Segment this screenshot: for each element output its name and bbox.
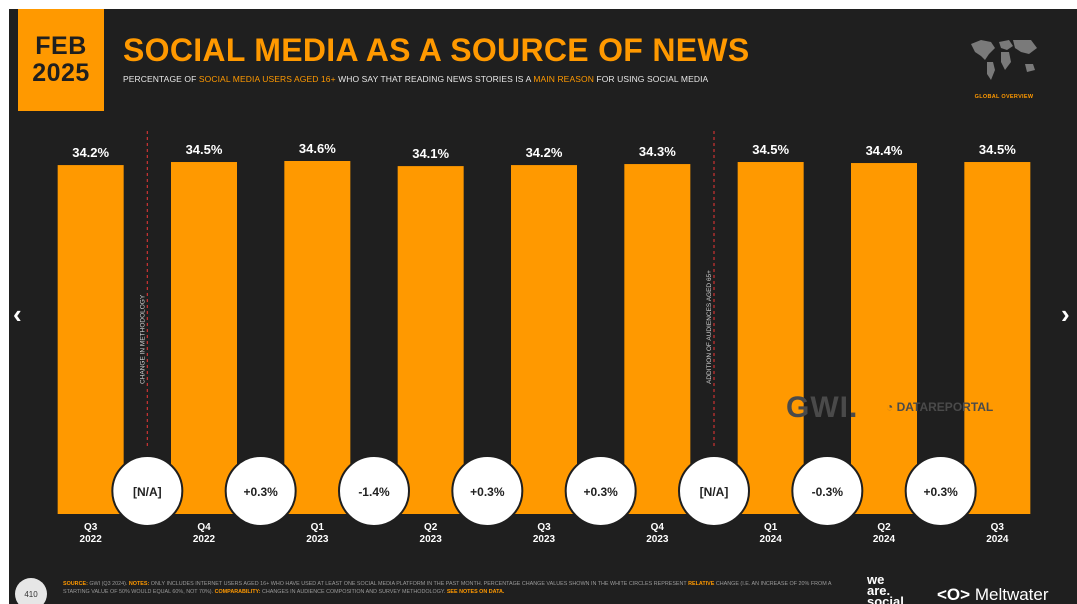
data-label: 34.5% — [752, 142, 789, 157]
x-tick-year: 2023 — [646, 534, 669, 545]
datareportal-icon: ◔ — [886, 400, 897, 414]
slide: FEB 2025 SOCIAL MEDIA AS A SOURCE OF NEW… — [9, 9, 1077, 604]
bar — [397, 166, 464, 515]
relative-label: RELATIVE — [688, 581, 715, 587]
change-label: +0.3% — [923, 485, 958, 499]
brand-line: we — [867, 572, 885, 587]
page-number: 410 — [15, 578, 47, 604]
world-map-icon — [971, 40, 1037, 80]
change-label: +0.3% — [243, 485, 278, 499]
x-tick-quarter: Q2 — [877, 522, 891, 533]
data-label: 34.1% — [412, 146, 449, 161]
footnote: SOURCE: GWI (Q3 2024). NOTES: ONLY INCLU… — [63, 581, 843, 596]
comparability-label: COMPARABILITY: — [214, 588, 261, 595]
page-subtitle: PERCENTAGE OF SOCIAL MEDIA USERS AGED 16… — [123, 74, 708, 84]
data-label: 34.4% — [866, 143, 903, 158]
bar — [511, 165, 577, 514]
change-label: +0.3% — [583, 485, 618, 499]
bar — [624, 164, 691, 514]
x-tick-year: 2024 — [986, 534, 1009, 545]
bar — [737, 162, 804, 514]
date-month: FEB — [35, 32, 87, 60]
subtitle-part: PERCENTAGE OF — [123, 74, 199, 84]
x-tick-quarter: Q2 — [424, 522, 438, 533]
change-badge — [338, 455, 410, 527]
datareportal-label: DATAREPORTAL — [896, 400, 994, 414]
data-label: 34.5% — [186, 142, 223, 157]
data-label: 34.5% — [979, 142, 1016, 157]
source-text: GWI (Q3 2024). — [87, 581, 129, 587]
data-label: 34.2% — [526, 145, 563, 160]
bar — [57, 165, 124, 514]
date-year: 2025 — [32, 59, 90, 87]
data-label: 34.2% — [72, 145, 109, 160]
x-tick-quarter: Q1 — [311, 522, 325, 533]
change-label: -1.4% — [358, 485, 390, 499]
x-tick-quarter: Q1 — [764, 522, 778, 533]
relative-text: CHANGE (I.E. AN INCREASE OF 20% FROM A S… — [63, 581, 832, 595]
subtitle-highlight: MAIN REASON — [533, 74, 594, 84]
x-tick-year: 2022 — [193, 534, 216, 545]
next-slide-button[interactable]: › — [1061, 299, 1070, 330]
x-tick-year: 2023 — [306, 534, 329, 545]
bar — [964, 162, 1031, 514]
comparability-text: CHANGES IN AUDIENCE COMPOSITION AND SURV… — [260, 588, 447, 595]
see-notes-link[interactable]: SEE NOTES ON DATA. — [446, 588, 505, 595]
x-tick-year: 2023 — [420, 534, 443, 545]
x-tick-year: 2024 — [873, 534, 896, 545]
change-badge — [904, 455, 977, 527]
change-label: [N/A] — [700, 485, 729, 499]
meltwater-label: Meltwater — [974, 585, 1049, 604]
change-badge — [111, 455, 184, 527]
change-label: -0.3% — [812, 485, 844, 499]
x-tick-quarter: Q4 — [197, 522, 211, 533]
x-tick-quarter: Q4 — [651, 522, 665, 533]
brand-line: social — [867, 594, 904, 604]
we-are-social-logo: we are. social — [867, 572, 904, 604]
divider-label: CHANGE IN METHODOLOGY — [139, 294, 146, 384]
gwi-watermark: GWI. — [786, 391, 859, 424]
datareportal-watermark: ◔ DATAREPORTAL — [886, 400, 993, 414]
x-tick-quarter: Q3 — [537, 522, 551, 533]
meltwater-icon: <O> — [937, 585, 971, 604]
source-label: SOURCE: — [63, 581, 88, 587]
change-badge — [791, 455, 864, 527]
change-badge — [224, 455, 297, 527]
chevron-left-icon: ‹ — [13, 299, 22, 329]
data-label: 34.3% — [639, 144, 676, 159]
brand-line: are. — [867, 583, 891, 598]
meltwater-logo: <O> Meltwater — [937, 585, 1049, 604]
x-tick-year: 2024 — [760, 534, 783, 545]
notes-label: NOTES: — [128, 581, 150, 587]
bar — [851, 163, 917, 514]
prev-slide-button[interactable]: ‹ — [13, 299, 22, 330]
subtitle-highlight: SOCIAL MEDIA USERS AGED 16+ — [198, 74, 336, 84]
change-badge — [451, 455, 524, 527]
page-title: SOCIAL MEDIA AS A SOURCE OF NEWS — [123, 32, 750, 68]
change-label: [N/A] — [133, 485, 162, 499]
bar — [171, 162, 237, 514]
bar-chart: 34.2%Q3202234.5%Q4202234.6%Q1202334.1%Q2… — [57, 131, 1031, 545]
data-label: 34.6% — [299, 141, 336, 156]
subtitle-part: FOR USING SOCIAL MEDIA — [593, 74, 709, 84]
x-tick-year: 2022 — [80, 534, 103, 545]
notes-text: ONLY INCLUDES INTERNET USERS AGED 16+ WH… — [149, 581, 689, 587]
divider-label: ADDITION OF AUDIENCES AGED 65+ — [706, 270, 713, 384]
date-badge: FEB 2025 — [18, 9, 104, 111]
global-overview-label: GLOBAL OVERVIEW — [974, 94, 1034, 100]
change-label: +0.3% — [470, 485, 505, 499]
x-tick-quarter: Q3 — [991, 522, 1005, 533]
bar — [284, 161, 351, 514]
change-badge — [564, 455, 637, 527]
x-tick-quarter: Q3 — [84, 522, 98, 533]
subtitle-part: WHO SAY THAT READING NEWS STORIES IS A — [335, 74, 534, 84]
x-tick-year: 2023 — [533, 534, 556, 545]
change-badge — [678, 455, 750, 527]
chevron-right-icon: › — [1061, 299, 1070, 329]
